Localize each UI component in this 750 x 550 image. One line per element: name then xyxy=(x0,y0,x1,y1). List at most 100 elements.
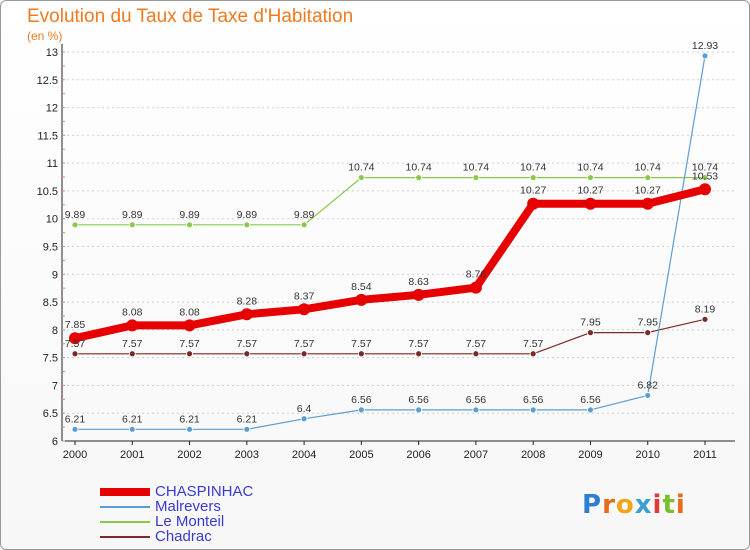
x-tick-label: 2003 xyxy=(235,449,259,461)
data-point xyxy=(584,197,597,210)
data-point xyxy=(472,406,480,414)
data-point xyxy=(644,329,652,337)
data-label: 8.37 xyxy=(294,290,315,302)
legend-item: Malrevers xyxy=(100,499,253,514)
data-label: 7.57 xyxy=(122,338,143,350)
y-tick-label: 6.5 xyxy=(43,408,58,420)
data-point xyxy=(71,425,79,433)
data-label: 6.21 xyxy=(237,413,258,425)
data-point xyxy=(128,425,136,433)
data-point xyxy=(644,392,652,399)
data-point xyxy=(529,174,537,181)
data-point xyxy=(357,174,365,181)
data-label: 7.95 xyxy=(580,317,601,329)
series-line-malrevers xyxy=(74,55,706,430)
logo-letter: t xyxy=(662,490,676,520)
data-point xyxy=(701,52,709,60)
data-label: 10.27 xyxy=(520,185,546,197)
data-label: 7.95 xyxy=(638,317,659,329)
legend: CHASPINHAC Malrevers Le Monteil Chadrac xyxy=(100,484,253,544)
proxiti-logo: Proxiti xyxy=(582,490,686,520)
x-tick-label: 2010 xyxy=(635,449,659,461)
data-point xyxy=(298,303,311,316)
data-label: 10.74 xyxy=(405,162,431,174)
data-point xyxy=(587,329,594,337)
data-label: 7.57 xyxy=(179,338,200,350)
series-line-chadrac xyxy=(74,318,706,355)
data-label: 6.21 xyxy=(65,413,86,425)
data-point xyxy=(701,315,709,323)
data-point xyxy=(412,288,425,301)
data-label: 9.89 xyxy=(237,209,258,221)
y-tick-label: 8.5 xyxy=(43,297,58,309)
data-point xyxy=(415,174,423,181)
x-tick-label: 2007 xyxy=(464,449,488,461)
chart-title: Evolution du Taux de Taxe d'Habitation xyxy=(27,6,354,27)
data-label: 8.28 xyxy=(237,295,258,307)
data-point xyxy=(641,197,654,210)
logo-letter: o xyxy=(615,490,635,520)
data-point xyxy=(128,350,136,358)
logo-letter: r xyxy=(602,490,616,520)
logo-letter: i xyxy=(652,490,663,520)
y-tick-label: 11.5 xyxy=(37,130,58,142)
data-label: 10.74 xyxy=(635,162,661,174)
data-label: 8.54 xyxy=(351,281,372,293)
y-tick-label: 6 xyxy=(52,436,58,448)
data-label: 7.57 xyxy=(294,338,315,350)
data-label: 10.27 xyxy=(635,185,661,197)
data-point xyxy=(472,174,480,181)
y-tick-label: 9 xyxy=(52,269,58,281)
data-label: 8.19 xyxy=(695,303,716,315)
data-label: 6.56 xyxy=(466,394,487,406)
data-label: 10.53 xyxy=(692,170,718,182)
data-point xyxy=(415,350,423,358)
data-point xyxy=(469,281,482,294)
y-tick-label: 12.5 xyxy=(37,75,58,87)
data-label: 10.74 xyxy=(348,162,374,174)
data-label: 8.76 xyxy=(466,269,487,281)
x-tick-label: 2008 xyxy=(521,449,545,461)
data-point xyxy=(243,425,251,433)
data-label: 7.57 xyxy=(351,338,372,350)
y-tick-label: 7.5 xyxy=(43,353,58,365)
data-point xyxy=(300,415,308,423)
x-tick-label: 2006 xyxy=(406,449,430,461)
chart-subtitle: (en %) xyxy=(27,29,63,43)
data-label: 7.57 xyxy=(237,338,258,350)
data-label: 8.08 xyxy=(179,306,200,318)
data-label: 7.57 xyxy=(65,338,86,350)
data-point xyxy=(71,221,79,229)
data-label: 7.57 xyxy=(466,338,487,350)
legend-item: CHASPINHAC xyxy=(100,484,253,499)
legend-swatch xyxy=(100,487,150,496)
data-label: 10.74 xyxy=(692,162,718,174)
data-point xyxy=(699,183,711,196)
data-point xyxy=(71,350,79,358)
data-point xyxy=(69,332,81,345)
data-point xyxy=(128,221,136,229)
x-tick-label: 2004 xyxy=(292,449,316,461)
data-label: 6.21 xyxy=(122,413,143,425)
logo-letter: x xyxy=(634,490,653,520)
data-point xyxy=(355,293,368,306)
data-point xyxy=(415,406,423,414)
data-label: 10.74 xyxy=(463,162,489,174)
data-label: 7.57 xyxy=(408,338,429,350)
y-tick-label: 11 xyxy=(47,158,58,170)
legend-item: Chadrac xyxy=(100,529,253,544)
data-point xyxy=(587,174,594,181)
legend-label: Chadrac xyxy=(155,528,212,545)
data-point xyxy=(357,406,365,414)
y-tick-label: 9.5 xyxy=(43,242,58,254)
data-label: 6.56 xyxy=(351,394,372,406)
data-label: 7.57 xyxy=(523,338,544,350)
data-point xyxy=(243,221,251,229)
data-label: 9.89 xyxy=(65,209,86,221)
data-label: 6.21 xyxy=(179,413,200,425)
data-point xyxy=(300,350,308,358)
data-label: 6.82 xyxy=(638,379,659,391)
data-label: 7.85 xyxy=(65,319,86,331)
data-label: 6.56 xyxy=(523,394,544,406)
data-label: 6.4 xyxy=(297,403,312,415)
